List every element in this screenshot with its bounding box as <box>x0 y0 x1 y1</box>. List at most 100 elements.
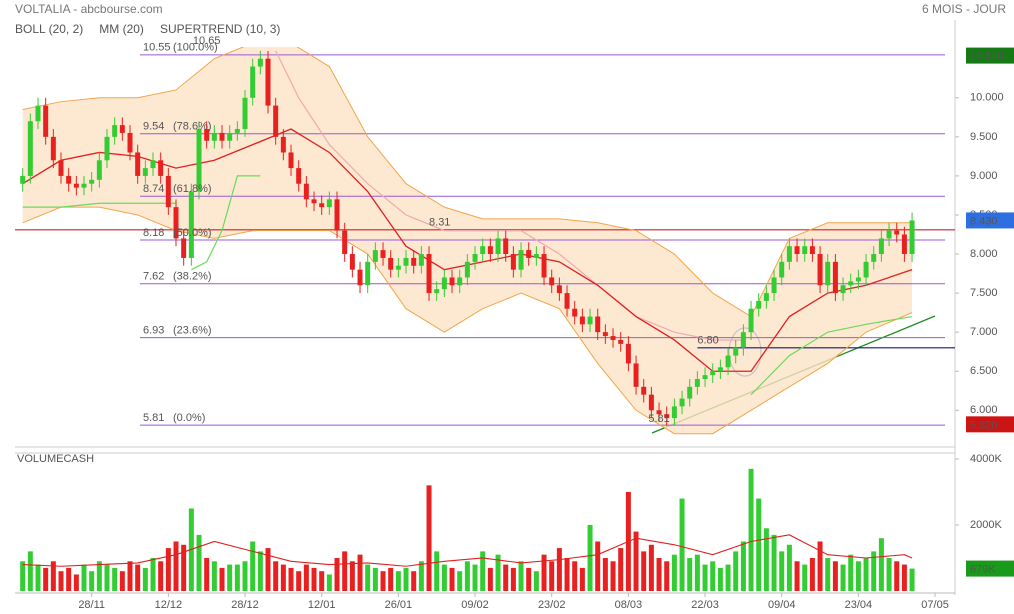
candle-body <box>464 261 470 278</box>
candle-body <box>510 254 516 270</box>
candle-body <box>158 160 164 176</box>
volume-bar <box>380 571 386 591</box>
volume-bar <box>403 567 409 591</box>
volume-bar <box>142 567 148 591</box>
volume-bar <box>27 551 33 591</box>
x-tick-label: 23/02 <box>538 599 566 611</box>
annotation: 5.81 <box>648 413 669 425</box>
legend-entry: MM (20) <box>99 22 144 36</box>
volume-bar <box>733 551 739 591</box>
volume-bar <box>342 551 348 591</box>
price-badge-label: 679K <box>970 563 996 575</box>
candle-body <box>602 332 608 337</box>
volume-bar <box>303 564 309 591</box>
y-tick-label: 10.000 <box>970 92 1004 104</box>
volume-bar <box>89 571 95 591</box>
candle-body <box>756 300 762 309</box>
x-tick-label: 09/04 <box>768 599 796 611</box>
volume-bar <box>365 564 371 591</box>
fib-label: (50.0%) <box>173 227 212 239</box>
candle-body <box>871 254 877 262</box>
volume-bar <box>464 561 470 591</box>
candle-body <box>855 277 861 282</box>
level-label: 8.31 <box>429 217 450 229</box>
volume-bar <box>901 564 907 591</box>
price-badge-label: 5.820 <box>970 419 998 431</box>
volume-bar <box>165 548 171 591</box>
volume-bar <box>510 567 516 591</box>
candle-body <box>434 289 440 294</box>
volume-bar <box>58 571 64 591</box>
legend-entry: BOLL (20, 2) <box>15 22 83 36</box>
volume-bar <box>73 574 79 591</box>
candle-body <box>825 261 831 286</box>
price-badge <box>966 47 1014 64</box>
y-tick-label: 7.000 <box>970 326 998 338</box>
volume-bar <box>641 551 647 591</box>
volume-bar <box>204 557 210 591</box>
volume-bar <box>671 554 677 591</box>
volume-bar <box>817 541 823 591</box>
candle-body <box>334 199 340 231</box>
supertrend-up <box>22 202 177 208</box>
candle-body <box>863 261 869 278</box>
candle-body <box>96 160 102 180</box>
chart-title: VOLTALIA - abcbourse.com <box>15 2 163 16</box>
fib-label: (38.2%) <box>173 271 212 283</box>
volume-bar <box>725 564 731 591</box>
volume-bar <box>181 544 187 591</box>
x-tick-label: 28/11 <box>78 599 105 611</box>
volume-bar <box>211 561 217 591</box>
candle-body <box>426 254 432 294</box>
volume-bar <box>50 561 56 591</box>
volume-bar <box>372 567 378 591</box>
fib-label: (100.0%) <box>173 42 218 54</box>
volume-bar <box>786 544 792 591</box>
x-tick-label: 07/05 <box>921 599 949 611</box>
supertrend-up <box>191 175 261 271</box>
candle-body <box>342 230 348 255</box>
candle-body <box>280 136 286 153</box>
candle-body <box>372 250 378 262</box>
candle-body <box>480 246 486 255</box>
fib-label: (23.6%) <box>173 325 212 337</box>
volume-bar <box>863 557 869 591</box>
volume-bar <box>388 567 394 591</box>
volume-bar <box>717 567 723 591</box>
volume-bar <box>104 564 110 591</box>
y-tick-label: 8.000 <box>970 248 998 260</box>
y-tick-label: 6.500 <box>970 365 998 377</box>
volume-bar <box>694 554 700 591</box>
volume-bar <box>227 564 233 591</box>
candle-body <box>50 136 56 161</box>
candle-body <box>809 246 815 255</box>
candle-body <box>733 347 739 356</box>
candle-body <box>411 257 417 266</box>
volume-bar <box>740 541 746 591</box>
candle-body <box>43 105 49 137</box>
candle-body <box>365 261 371 286</box>
volume-bar <box>633 531 639 591</box>
candle-body <box>901 234 907 255</box>
moving-average <box>22 128 913 372</box>
volume-bar <box>909 568 915 591</box>
fib-level: 8.74 <box>143 183 164 195</box>
candle-body <box>227 132 233 141</box>
candle-body <box>840 285 846 294</box>
volume-bar <box>395 571 401 591</box>
volume-bar <box>326 574 332 591</box>
candle-body <box>886 230 892 239</box>
volume-bar <box>610 561 616 591</box>
volume-bar <box>579 567 585 591</box>
volume-bar <box>533 571 539 591</box>
candle-body <box>848 281 854 286</box>
candle-body <box>311 199 317 204</box>
volume-bar <box>280 564 286 591</box>
candle-body <box>357 269 363 286</box>
volume-bar <box>480 551 486 591</box>
volume-bar <box>273 561 279 591</box>
candle-body <box>671 406 677 419</box>
candle-body <box>664 414 670 419</box>
volume-bar <box>288 567 294 591</box>
volume-bar <box>832 561 838 591</box>
